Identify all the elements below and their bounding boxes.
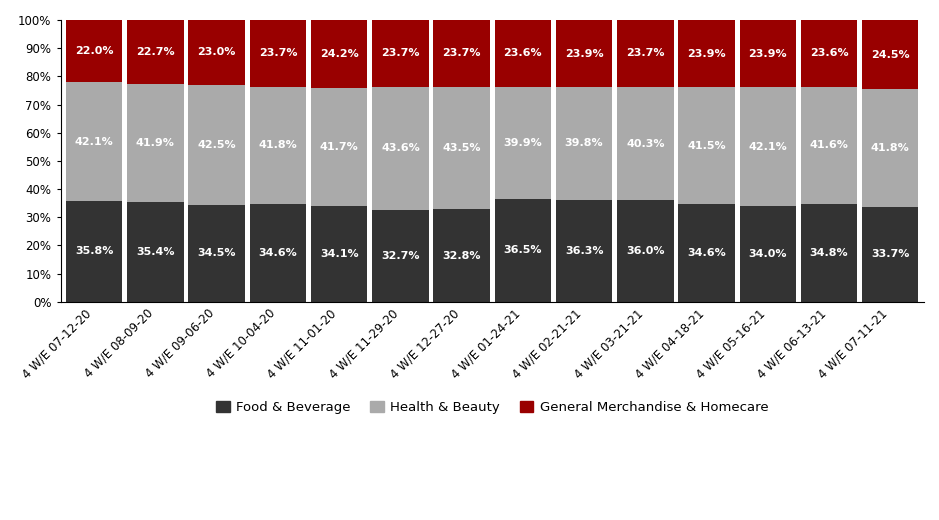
- Bar: [556, 20, 612, 87]
- Bar: [617, 87, 673, 200]
- Legend: Food & Beverage, Health & Beauty, General Merchandise & Homecare: Food & Beverage, Health & Beauty, Genera…: [216, 400, 768, 413]
- Bar: [66, 20, 122, 82]
- Bar: [801, 204, 857, 302]
- Bar: [862, 20, 918, 89]
- Bar: [189, 204, 245, 302]
- Text: 41.9%: 41.9%: [136, 138, 175, 148]
- Text: 24.5%: 24.5%: [871, 49, 910, 59]
- Text: 42.5%: 42.5%: [197, 140, 236, 150]
- Text: 23.9%: 23.9%: [748, 49, 787, 59]
- Bar: [617, 20, 673, 87]
- Bar: [740, 87, 796, 206]
- Bar: [250, 204, 306, 302]
- Bar: [801, 86, 857, 204]
- Text: 36.3%: 36.3%: [565, 245, 604, 256]
- Text: 39.9%: 39.9%: [503, 138, 542, 148]
- Text: 41.5%: 41.5%: [687, 141, 726, 151]
- Text: 23.7%: 23.7%: [258, 48, 297, 58]
- Text: 42.1%: 42.1%: [748, 141, 787, 152]
- Bar: [250, 86, 306, 204]
- Text: 34.6%: 34.6%: [258, 248, 298, 258]
- Bar: [372, 20, 428, 87]
- Text: 23.7%: 23.7%: [381, 48, 420, 58]
- Bar: [740, 20, 796, 87]
- Text: 35.4%: 35.4%: [136, 247, 175, 257]
- Bar: [801, 20, 857, 86]
- Text: 23.7%: 23.7%: [626, 48, 665, 58]
- Bar: [189, 85, 245, 204]
- Text: 23.9%: 23.9%: [687, 49, 726, 59]
- Bar: [495, 86, 551, 199]
- Text: 43.5%: 43.5%: [442, 143, 481, 153]
- Bar: [617, 200, 673, 302]
- Text: 33.7%: 33.7%: [871, 250, 910, 259]
- Text: 23.6%: 23.6%: [503, 48, 542, 58]
- Bar: [556, 87, 612, 200]
- Bar: [311, 88, 367, 206]
- Text: 24.2%: 24.2%: [320, 49, 359, 59]
- Bar: [740, 206, 796, 302]
- Bar: [128, 20, 184, 84]
- Text: 43.6%: 43.6%: [381, 143, 420, 153]
- Text: 39.8%: 39.8%: [564, 138, 604, 148]
- Bar: [311, 20, 367, 88]
- Text: 23.6%: 23.6%: [809, 48, 849, 58]
- Text: 34.1%: 34.1%: [320, 249, 359, 259]
- Text: 32.7%: 32.7%: [381, 251, 420, 261]
- Bar: [678, 87, 734, 204]
- Text: 42.1%: 42.1%: [75, 137, 114, 147]
- Bar: [250, 20, 306, 86]
- Text: 41.6%: 41.6%: [809, 140, 849, 150]
- Text: 22.7%: 22.7%: [136, 47, 175, 57]
- Text: 23.7%: 23.7%: [442, 48, 481, 58]
- Text: 36.0%: 36.0%: [626, 246, 665, 256]
- Bar: [434, 210, 490, 302]
- Text: 23.0%: 23.0%: [197, 47, 236, 57]
- Bar: [66, 82, 122, 201]
- Bar: [66, 201, 122, 302]
- Bar: [495, 199, 551, 302]
- Bar: [556, 200, 612, 302]
- Text: 41.7%: 41.7%: [320, 142, 359, 152]
- Bar: [311, 206, 367, 302]
- Bar: [128, 84, 184, 202]
- Bar: [862, 207, 918, 302]
- Text: 22.0%: 22.0%: [75, 46, 114, 56]
- Text: 23.9%: 23.9%: [564, 49, 604, 59]
- Bar: [189, 20, 245, 85]
- Bar: [495, 20, 551, 86]
- Bar: [434, 87, 490, 210]
- Text: 35.8%: 35.8%: [75, 246, 114, 256]
- Bar: [434, 20, 490, 87]
- Bar: [372, 210, 428, 302]
- Text: 41.8%: 41.8%: [871, 143, 910, 153]
- Bar: [678, 204, 734, 302]
- Bar: [678, 20, 734, 87]
- Text: 41.8%: 41.8%: [258, 140, 298, 150]
- Text: 40.3%: 40.3%: [626, 139, 665, 149]
- Text: 36.5%: 36.5%: [503, 245, 542, 255]
- Bar: [862, 89, 918, 207]
- Text: 34.5%: 34.5%: [197, 248, 236, 258]
- Text: 34.0%: 34.0%: [748, 249, 787, 259]
- Text: 34.8%: 34.8%: [809, 248, 849, 258]
- Bar: [128, 202, 184, 302]
- Text: 34.6%: 34.6%: [687, 248, 726, 258]
- Text: 32.8%: 32.8%: [442, 251, 481, 261]
- Bar: [372, 87, 428, 210]
